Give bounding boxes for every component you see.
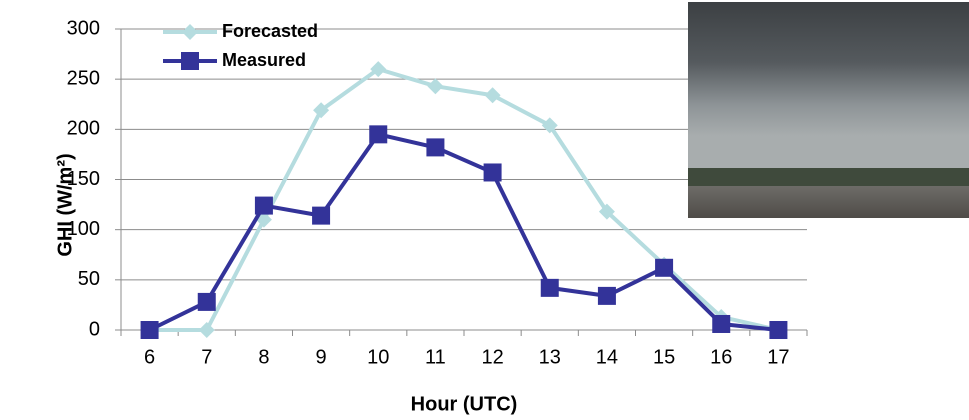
legend-label: Measured (222, 50, 306, 70)
series-line (150, 69, 779, 330)
x-tick-label: 15 (653, 346, 675, 368)
x-tick-label: 6 (144, 346, 155, 368)
y-tick-label: 0 (89, 318, 100, 340)
x-tick-label: 12 (481, 346, 503, 368)
x-tick-label: 9 (316, 346, 327, 368)
legend-marker (181, 52, 199, 70)
y-tick-label: 100 (67, 218, 100, 240)
page: GHI (W/m²) Hour (UTC) 050100150200250300… (0, 0, 969, 420)
legend-label: Forecasted (222, 21, 318, 41)
data-point (312, 207, 330, 225)
data-point (541, 279, 559, 297)
data-point (485, 87, 501, 103)
data-point (199, 322, 215, 338)
y-tick-label: 150 (67, 168, 100, 190)
photo-water (688, 186, 969, 218)
data-point (712, 315, 730, 333)
x-tick-label: 16 (710, 346, 732, 368)
x-axis-label: Hour (UTC) (411, 393, 518, 415)
data-point (426, 138, 444, 156)
data-point (598, 287, 616, 305)
legend-marker (182, 24, 198, 40)
data-point (427, 78, 443, 94)
chart: GHI (W/m²) Hour (UTC) 050100150200250300… (0, 0, 969, 420)
inset-photo (688, 2, 969, 218)
x-tick-label: 13 (539, 346, 561, 368)
photo-shore (688, 168, 969, 188)
data-point (769, 321, 787, 339)
x-tick-label: 7 (201, 346, 212, 368)
y-tick-label: 200 (67, 118, 100, 140)
photo-sky (688, 2, 969, 174)
y-tick-label: 250 (67, 67, 100, 89)
data-point (484, 163, 502, 181)
data-point (655, 259, 673, 277)
data-point (198, 293, 216, 311)
x-tick-label: 17 (767, 346, 789, 368)
x-tick-label: 8 (258, 346, 269, 368)
x-tick-label: 14 (596, 346, 618, 368)
y-tick-label: 50 (78, 268, 100, 290)
data-point (369, 125, 387, 143)
x-tick-label: 10 (367, 346, 389, 368)
data-point (141, 321, 159, 339)
series-line (150, 134, 779, 330)
y-tick-label: 300 (67, 17, 100, 39)
data-point (255, 197, 273, 215)
x-tick-label: 11 (425, 346, 446, 368)
